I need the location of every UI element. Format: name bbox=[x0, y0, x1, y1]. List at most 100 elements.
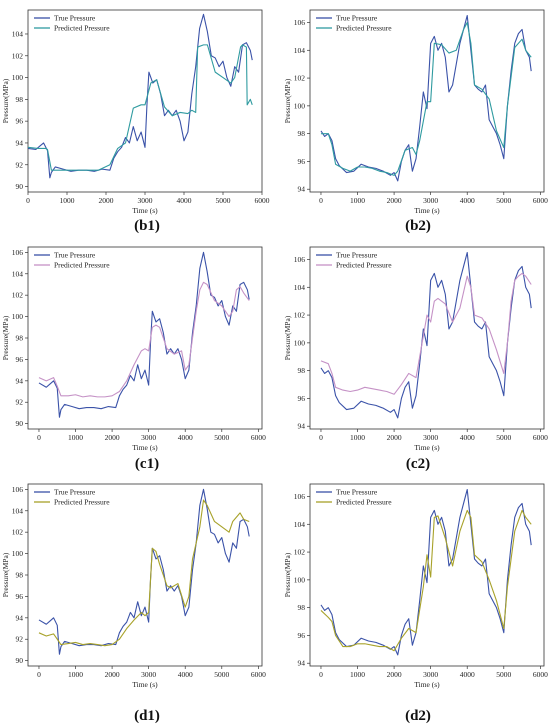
plot-frame bbox=[27, 483, 263, 667]
x-tick-label: 0 bbox=[37, 670, 41, 679]
plot-frame bbox=[309, 9, 545, 193]
y-tick-label: 96 bbox=[16, 592, 24, 601]
x-tick-label: 0 bbox=[319, 670, 323, 679]
y-axis-title: Pressure(MPa) bbox=[283, 552, 292, 597]
y-tick-label: 98 bbox=[16, 571, 24, 580]
chart-panel-c1: 0 1000 2000 3000 4000 5000 6000 90 92 94 96 98 100 10… bbox=[1, 246, 266, 472]
y-tick-label: 106 bbox=[12, 248, 24, 257]
legend-label: Predicted Pressure bbox=[336, 261, 392, 270]
series-line-true-pressure bbox=[28, 13, 253, 179]
y-tick-label: 98 bbox=[298, 603, 306, 612]
chart-panel-d2: 0 1000 2000 3000 4000 5000 6000 94 96 98 100 102 104… bbox=[283, 483, 548, 724]
x-tick-label: 0 bbox=[319, 196, 323, 205]
y-tick-label: 90 bbox=[16, 656, 24, 665]
y-tick-label: 96 bbox=[16, 355, 24, 364]
y-tick-label: 106 bbox=[12, 485, 24, 494]
x-tick-label: 1000 bbox=[68, 670, 83, 679]
x-tick-label: 1000 bbox=[350, 196, 365, 205]
x-tick-label: 3000 bbox=[423, 670, 438, 679]
y-tick-label: 94 bbox=[298, 185, 306, 194]
y-tick-label: 96 bbox=[298, 631, 306, 640]
series-line-predicted-pressure bbox=[28, 44, 253, 171]
legend-label: True Pressure bbox=[54, 14, 96, 23]
legend-label: True Pressure bbox=[336, 251, 378, 260]
y-tick-label: 106 bbox=[294, 18, 306, 27]
x-tick-label: 6000 bbox=[533, 196, 548, 205]
y-tick-label: 92 bbox=[16, 635, 24, 644]
x-tick-label: 4000 bbox=[460, 196, 475, 205]
x-tick-label: 2000 bbox=[105, 433, 120, 442]
y-tick-label: 102 bbox=[294, 311, 306, 320]
y-tick-label: 96 bbox=[16, 117, 24, 126]
panel-label-d2: (d2) bbox=[405, 708, 431, 724]
x-tick-label: 4000 bbox=[460, 670, 475, 679]
x-axis-title: Time (s) bbox=[414, 680, 440, 689]
y-tick-label: 96 bbox=[298, 157, 306, 166]
legend-label: Predicted Pressure bbox=[54, 261, 110, 270]
x-tick-label: 2000 bbox=[387, 433, 402, 442]
x-tick-label: 3000 bbox=[141, 670, 156, 679]
legend-label: Predicted Pressure bbox=[336, 24, 392, 33]
y-axis-title: Pressure(MPa) bbox=[283, 78, 292, 123]
chart-panel-c2: 0 1000 2000 3000 4000 5000 6000 94 96 98 100 102 104… bbox=[283, 246, 548, 472]
x-tick-label: 2000 bbox=[105, 670, 120, 679]
panel-label-d1: (d1) bbox=[134, 708, 160, 724]
series-line-true-pressure bbox=[320, 489, 532, 656]
y-axis-title: Pressure(MPa) bbox=[1, 552, 10, 597]
legend-label: True Pressure bbox=[54, 251, 96, 260]
x-tick-label: 3000 bbox=[423, 433, 438, 442]
x-axis-title: Time (s) bbox=[414, 206, 440, 215]
plot-frame bbox=[27, 9, 263, 193]
y-tick-label: 104 bbox=[294, 283, 306, 292]
y-tick-label: 106 bbox=[294, 255, 306, 264]
y-tick-label: 98 bbox=[16, 334, 24, 343]
y-tick-label: 102 bbox=[12, 51, 24, 60]
x-axis-title: Time (s) bbox=[132, 443, 158, 452]
y-tick-label: 102 bbox=[12, 528, 24, 537]
x-axis-title: Time (s) bbox=[132, 206, 158, 215]
x-tick-label: 5000 bbox=[496, 196, 511, 205]
x-tick-label: 2000 bbox=[387, 196, 402, 205]
panel-label-b1: (b1) bbox=[134, 218, 160, 234]
plot-frame bbox=[309, 246, 545, 430]
y-tick-label: 90 bbox=[16, 419, 24, 428]
y-tick-label: 98 bbox=[298, 129, 306, 138]
y-axis-title: Pressure(MPa) bbox=[1, 315, 10, 360]
series-line-predicted-pressure bbox=[38, 499, 250, 647]
x-tick-label: 3000 bbox=[138, 196, 153, 205]
y-tick-label: 102 bbox=[294, 74, 306, 83]
x-tick-label: 1000 bbox=[60, 196, 75, 205]
x-tick-label: 5000 bbox=[496, 433, 511, 442]
series-line-predicted-pressure bbox=[320, 272, 532, 395]
x-tick-label: 5000 bbox=[216, 196, 231, 205]
series-line-true-pressure bbox=[38, 488, 250, 655]
y-tick-label: 92 bbox=[16, 160, 24, 169]
panel-label-b2: (b2) bbox=[405, 218, 431, 234]
legend-label: Predicted Pressure bbox=[54, 24, 110, 33]
x-tick-label: 6000 bbox=[533, 670, 548, 679]
y-tick-label: 98 bbox=[298, 366, 306, 375]
series-line-true-pressure bbox=[38, 251, 250, 418]
y-tick-label: 104 bbox=[12, 506, 24, 515]
x-tick-label: 4000 bbox=[178, 433, 193, 442]
series-line-predicted-pressure bbox=[320, 21, 532, 176]
y-tick-label: 92 bbox=[16, 398, 24, 407]
legend-label: True Pressure bbox=[54, 488, 96, 497]
y-tick-label: 100 bbox=[294, 575, 306, 584]
series-line-true-pressure bbox=[320, 15, 532, 182]
x-tick-label: 1000 bbox=[350, 670, 365, 679]
y-tick-label: 104 bbox=[294, 46, 306, 55]
x-tick-label: 1000 bbox=[68, 433, 83, 442]
panel-label-c1: (c1) bbox=[135, 456, 159, 472]
series-line-predicted-pressure bbox=[320, 509, 532, 652]
y-tick-label: 106 bbox=[294, 492, 306, 501]
chart-panel-b1: 0 1000 2000 3000 4000 5000 6000 90 92 94 96 98 100 10… bbox=[1, 9, 270, 234]
x-tick-label: 6000 bbox=[251, 670, 266, 679]
chart-panel-d1: 0 1000 2000 3000 4000 5000 6000 90 92 94 96 98 100 10… bbox=[1, 483, 266, 724]
y-tick-label: 98 bbox=[16, 95, 24, 104]
y-tick-label: 94 bbox=[16, 376, 24, 385]
legend-label: True Pressure bbox=[336, 14, 378, 23]
legend-label: Predicted Pressure bbox=[54, 498, 110, 507]
y-tick-label: 104 bbox=[294, 520, 306, 529]
